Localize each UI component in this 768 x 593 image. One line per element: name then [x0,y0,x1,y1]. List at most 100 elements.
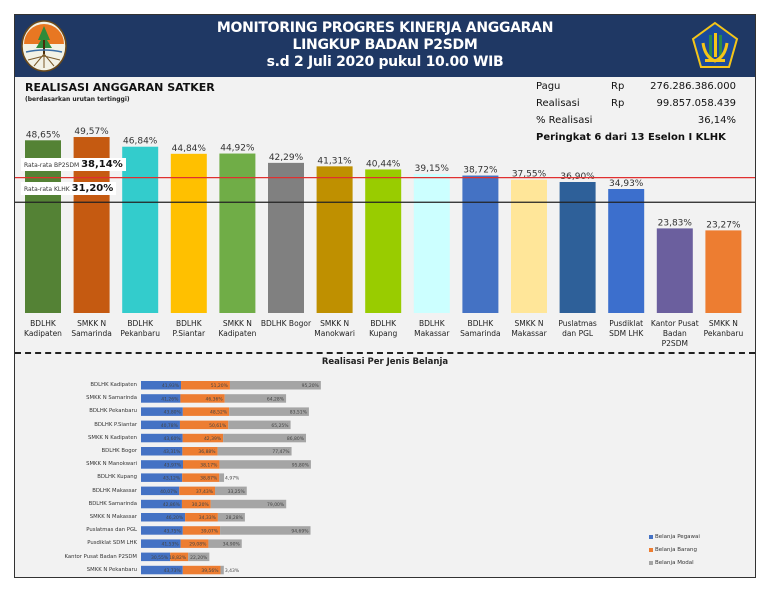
segment-value-label: 42,86% [163,502,181,508]
segment-belanja-pegawai [141,552,171,562]
bar-value-label: 23,27% [706,220,741,230]
bar-value-label: 42,29% [269,153,304,163]
segment-value-label: 48,52% [210,410,228,416]
bar-chart-svg: 48,65% 49,57% 46,84% 44,84% 44,92% 42,29% 41,3… [15,127,755,313]
row-label: Kantor Pusat Badan P2SDM [64,553,138,560]
realisasi-label: Realisasi [536,98,580,109]
segment-belanja-barang [180,539,209,548]
segment-belanja-barang [182,407,230,416]
segment-value-label: 4,97% [225,476,240,482]
segment-belanja-barang [179,486,216,496]
bar-value-label: 37,55% [512,170,547,180]
segment-value-label: 39,56% [201,568,219,574]
category-label: SMKK N Manokwari [314,319,355,338]
row-label: SMKK N Samarinda [86,395,137,402]
segment-belanja-barang [182,460,220,469]
legend-swatch [649,534,653,539]
bar-14 [705,230,742,313]
segment-value-label: 42,39% [204,436,222,442]
title-line-1: MONITORING PROGRES KINERJA ANGGARAN [216,20,554,36]
segment-belanja-pegawai [141,513,186,522]
category-label: SMKK N Pekanbaru [703,319,744,338]
segment-belanja-barang [182,565,221,575]
row-label: BDLHK Kadipaten [90,382,137,388]
row-label: BDLHK Makassar [92,487,137,494]
category-label: SMKK N Makassar [511,319,547,338]
bar-5 [268,162,304,313]
bar-value-label: 23,83% [658,218,693,228]
segment-value-label: 18,82% [169,555,187,561]
bar-6 [316,166,353,313]
segment-value-label: 64,28% [267,396,285,402]
bar-12 [608,188,645,313]
jenis-belanja-chart-title: Realisasi Per Jenis Belanja [321,357,449,367]
realisasi-value: 99.857.058.439 [656,98,736,109]
pagu-currency: Rp [611,81,625,92]
segment-belanja-modal [208,539,242,548]
bar-value-label: 48,65% [26,130,61,140]
segment-belanja-modal [229,381,321,390]
segment-value-label: 34,90% [223,542,241,548]
segment-value-label: 28,28% [226,515,244,521]
segment-value-label: 50,61% [209,423,227,429]
segment-belanja-modal [210,499,287,509]
category-label: Pusdiklat SDM LHK [609,319,644,338]
pagu-value: 276.286.386.000 [650,81,736,92]
kemenkeu-logo-icon [691,21,739,68]
segment-value-label: 22,20% [190,555,208,561]
segment-belanja-modal [223,433,307,443]
segment-belanja-pegawai [141,539,181,548]
bar-value-label: 38,72% [463,166,498,176]
segment-belanja-modal [217,447,292,456]
segment-value-label: 43,60% [163,436,181,442]
section-title: REALISASI ANGGARAN SATKER [25,81,215,94]
segment-value-label: 41,93% [162,383,180,389]
bar-value-label: 44,84% [172,144,207,154]
realisasi-currency: Rp [611,98,625,109]
segment-value-label: 33,25% [228,489,246,495]
segment-value-label: 43,73% [164,568,182,574]
legend-item: Belanja Barang [649,543,700,556]
bar-3 [170,153,207,313]
category-label: BDLHK Kupang [369,319,398,338]
row-label: SMKK N Pekanbaru [86,566,137,573]
segment-belanja-barang [181,499,211,509]
segment-value-label: 46,20% [166,515,184,521]
segment-belanja-pegawai [141,460,183,469]
category-label: BDLHK Makassar [414,319,450,338]
segment-value-label: 34,33% [199,515,217,521]
category-label: BDLHK Kadipaten [24,319,62,338]
segment-belanja-pegawai [141,447,183,456]
segment-value-label: 40,78% [161,423,179,429]
row-label: SMKK N Kadipaten [88,434,137,441]
bar-value-label: 39,15% [415,164,450,174]
segment-value-label: 37,43% [196,489,214,495]
segment-belanja-pegawai [141,381,182,390]
segment-belanja-modal [220,565,224,575]
segment-value-label: 38,87% [200,476,218,482]
stacked-bar-svg: 41,93% 51,20% 95,20% 41,26% 46,36% 64,28% 43,8… [141,381,321,575]
segment-belanja-pegawai [141,473,183,482]
klhk-logo-icon [21,20,67,72]
segment-value-label: 43,31% [163,449,181,455]
bar-10 [511,179,547,313]
dashboard-frame: MONITORING PROGRES KINERJA ANGGARAN LING… [14,14,756,578]
legend-item: Belanja Modal [649,556,700,569]
legend-label: Belanja Barang [655,546,697,553]
segment-value-label: 46,36% [206,396,224,402]
category-label: SMKK N Kadipaten [218,319,257,338]
legend-label: Belanja Modal [655,559,694,566]
title-line-3: s.d 2 Juli 2020 pukul 10.00 WIB [266,54,504,70]
segment-value-label: 41,26% [161,396,179,402]
bar-value-label: 49,57% [74,127,109,137]
segment-value-label: 65,25% [271,423,289,429]
segment-belanja-pegawai [141,433,183,443]
bar-9 [462,175,499,313]
segment-belanja-modal [188,552,210,562]
chart-legend: Belanja Pegawai Belanja Barang Belanja Mod… [649,530,700,569]
category-label: BDLHK Samarinda [460,319,501,338]
segment-belanja-pegawai [141,499,182,509]
segment-value-label: 30,20% [192,502,210,508]
pagu-label: Pagu [536,81,561,92]
reference-line-label: Rata-rata KLHK 31,20% [21,182,117,196]
